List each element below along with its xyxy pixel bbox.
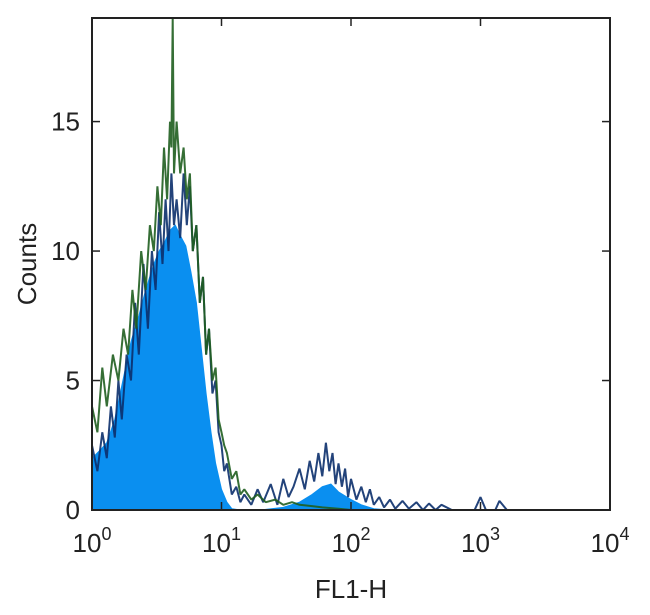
series-2-line xyxy=(91,17,352,511)
y-tick-label: 5 xyxy=(66,366,80,396)
series-layer xyxy=(91,17,508,511)
ticks-layer: 100 101 102 103 104 0 5 10 15 xyxy=(51,18,629,558)
y-tick-label: 15 xyxy=(51,107,80,137)
x-tick-label: 101 xyxy=(202,524,241,558)
y-axis-label: Counts xyxy=(12,223,42,305)
x-tick-label: 104 xyxy=(591,524,630,558)
x-axis-label: FL1-H xyxy=(315,574,387,604)
x-tick-label: 102 xyxy=(332,524,371,558)
series-1-line xyxy=(91,173,508,511)
x-tick-label: 100 xyxy=(73,524,112,558)
y-tick-label: 0 xyxy=(66,495,80,525)
x-tick-label: 103 xyxy=(461,524,500,558)
y-tick-label: 10 xyxy=(51,236,80,266)
series-0-filled-area xyxy=(91,224,391,511)
